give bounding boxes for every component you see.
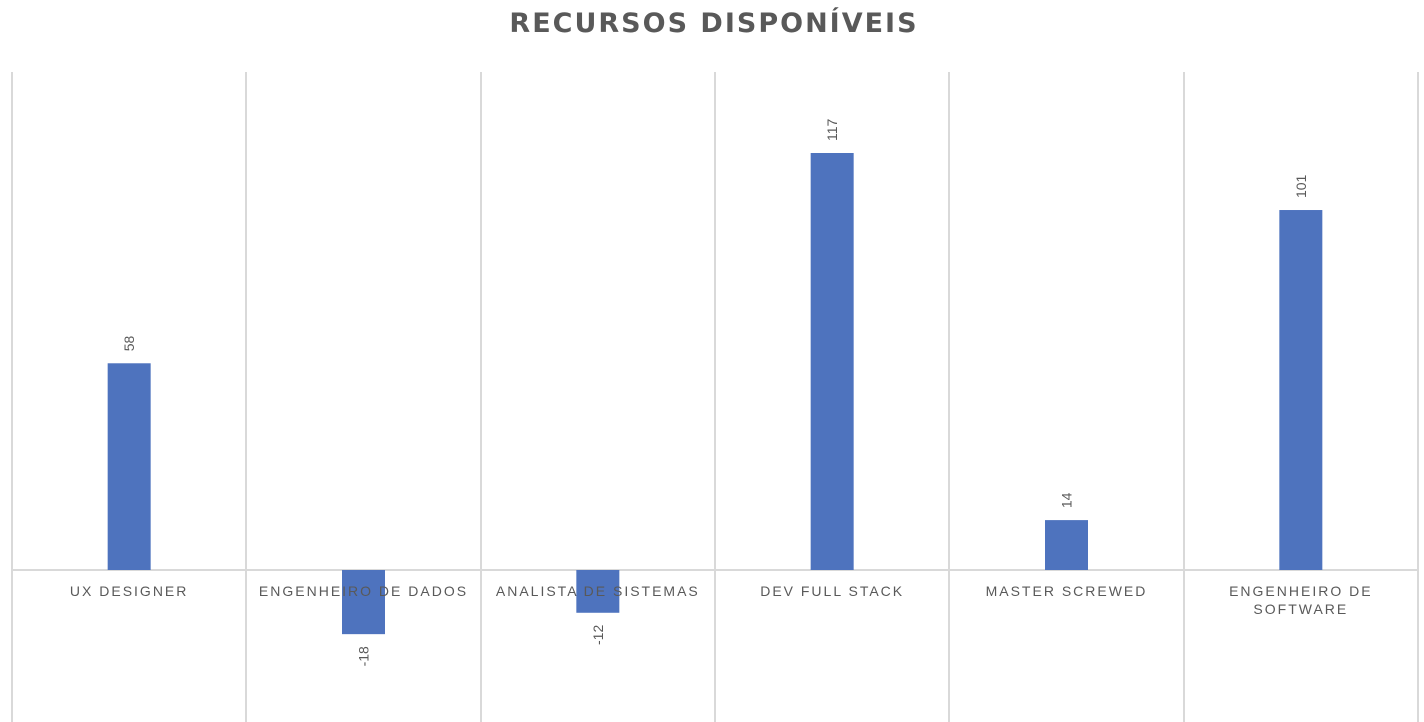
bar (1045, 520, 1088, 570)
chart-title: RECURSOS DISPONÍVEIS (509, 8, 919, 39)
bar-layer (107, 153, 1323, 635)
bar (1279, 210, 1323, 570)
label-layer: 58 UX DESIGNER -18 ENGENHEIRO DE DADOS -12 AN… (70, 118, 1372, 666)
grid-layer (11, 72, 1419, 722)
bar (810, 153, 854, 570)
category-label: ENGENHEIRO DE SOFTWARE (1229, 583, 1372, 617)
data-label: 101 (1293, 174, 1309, 198)
category-label: MASTER SCREWED (986, 583, 1148, 599)
data-label: -18 (356, 646, 372, 666)
data-label: -12 (590, 625, 606, 645)
data-label: 58 (121, 335, 137, 351)
category-label: DEV FULL STACK (760, 583, 904, 599)
category-label: ENGENHEIRO DE DADOS (259, 583, 468, 599)
category-label: UX DESIGNER (70, 583, 188, 599)
data-label: 14 (1059, 492, 1075, 508)
data-label: 117 (824, 118, 840, 141)
bar (107, 363, 151, 570)
bar (342, 570, 385, 635)
bar (576, 570, 620, 613)
category-label: ANALISTA DE SISTEMAS (496, 583, 700, 599)
